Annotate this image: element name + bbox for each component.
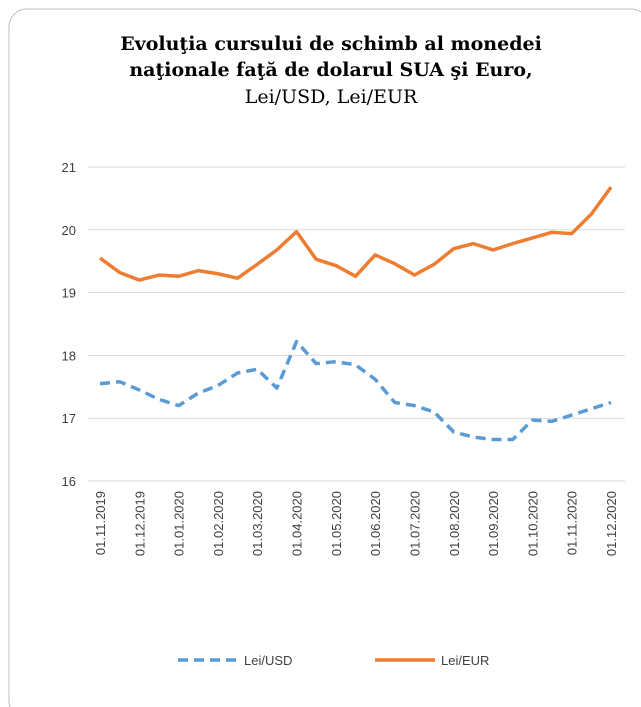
x-tick-label: 01.03.2020 <box>250 491 265 556</box>
x-tick-label: 01.04.2020 <box>290 491 305 556</box>
x-tick-label: 01.07.2020 <box>407 491 422 556</box>
x-tick-label: 01.05.2020 <box>329 491 344 556</box>
y-tick-label: 17 <box>62 411 76 426</box>
x-tick-label: 01.11.2019 <box>93 491 108 555</box>
x-tick-label: 01.02.2020 <box>211 491 226 556</box>
x-tick-label: 01.12.2020 <box>604 491 619 556</box>
x-tick-label: 01.11.2020 <box>565 491 580 555</box>
x-tick-label: 01.12.2019 <box>132 491 147 556</box>
x-tick-label: 01.08.2020 <box>447 491 462 556</box>
y-tick-label: 20 <box>62 223 76 238</box>
x-tick-label: 01.10.2020 <box>525 491 540 556</box>
line-series <box>99 339 612 442</box>
chart-frame <box>8 8 641 707</box>
y-tick-label: 18 <box>62 348 76 363</box>
y-tick-label: 21 <box>62 160 76 175</box>
legend-label: Lei/USD <box>244 653 292 668</box>
y-tick-label: 16 <box>62 474 76 489</box>
x-tick-label: 01.09.2020 <box>486 491 501 556</box>
chart-subtitle: Lei/USD, Lei/EUR <box>245 86 418 108</box>
line-series <box>98 186 613 282</box>
x-tick-label: 01.06.2020 <box>368 491 383 556</box>
x-tick-label: 01.01.2020 <box>172 491 187 556</box>
legend-label: Lei/EUR <box>441 653 489 668</box>
chart-title: Evoluţia cursului de schimb al monedei <box>120 33 542 55</box>
chart-title: naţionale faţă de dolarul SUA şi Euro, <box>129 59 532 81</box>
y-tick-label: 19 <box>62 286 76 301</box>
